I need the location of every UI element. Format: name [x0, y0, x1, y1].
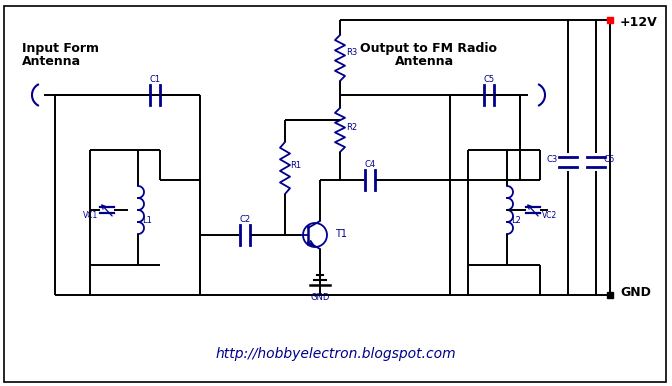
Text: C3: C3 [547, 155, 558, 164]
Text: VC2: VC2 [542, 211, 557, 220]
Text: C1: C1 [149, 75, 161, 84]
Text: Antenna: Antenna [395, 55, 454, 68]
Text: Input Form: Input Form [22, 42, 99, 55]
Text: Antenna: Antenna [22, 55, 81, 68]
Text: C4: C4 [364, 160, 376, 169]
Text: R2: R2 [346, 123, 357, 132]
Text: VC1: VC1 [83, 211, 98, 220]
Text: +12V: +12V [620, 15, 658, 29]
Text: C2: C2 [239, 215, 251, 224]
Text: http://hobbyelectron.blogspot.com: http://hobbyelectron.blogspot.com [216, 347, 456, 361]
Text: GND: GND [620, 286, 651, 300]
Text: R1: R1 [290, 161, 301, 170]
Text: T1: T1 [335, 229, 347, 239]
Text: C5: C5 [483, 75, 495, 84]
Text: L1: L1 [142, 216, 152, 225]
Text: R3: R3 [346, 48, 358, 57]
Text: C6: C6 [603, 155, 614, 164]
Text: L2: L2 [511, 216, 521, 225]
Text: Output to FM Radio: Output to FM Radio [360, 42, 497, 55]
Text: GND: GND [310, 293, 330, 302]
